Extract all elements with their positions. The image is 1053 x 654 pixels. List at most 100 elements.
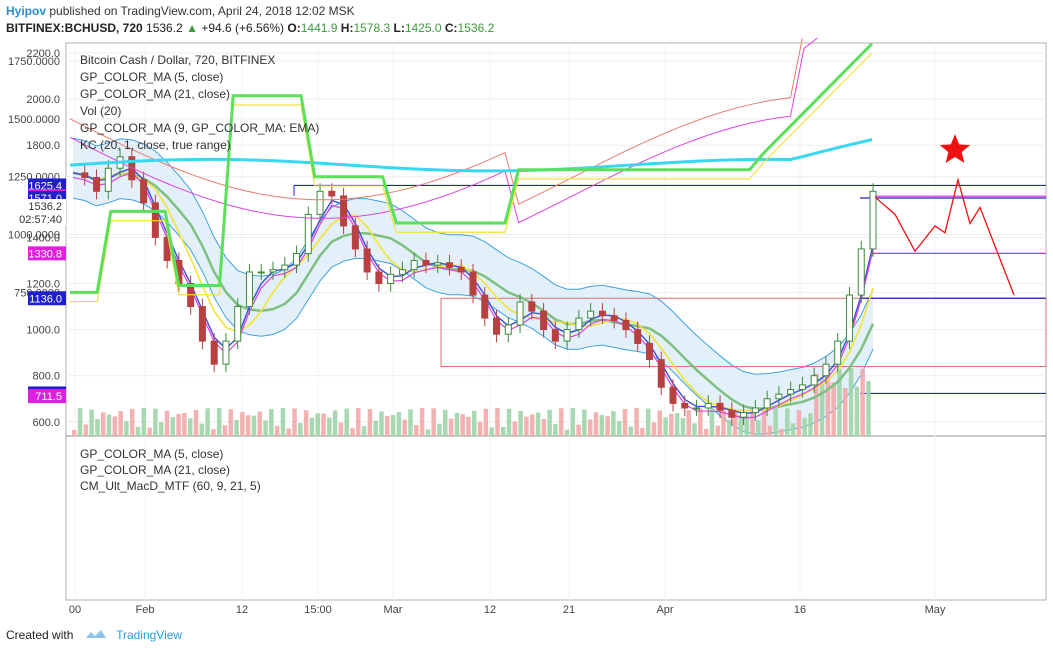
volume-bar [257,411,263,436]
publish-info: published on TradingView.com, April 24, … [49,4,355,18]
tradingview-logo-icon [85,630,106,638]
candle-body [328,190,336,197]
candle-body [422,259,430,266]
volume-bar [814,373,819,436]
volume-bar [361,426,367,436]
candle-body [269,269,277,273]
volume-bar [269,409,274,436]
volume-bar [367,409,373,436]
volume-bar [437,423,442,436]
time-tick-label: May [925,604,946,616]
volume-bar [570,408,576,436]
symbol-label: BITFINEX:BCHUSD, 720 [6,21,143,35]
candle-body [257,271,265,274]
volume-bar [234,419,239,436]
volume-bar [211,429,216,436]
volume-bar [599,414,605,436]
candle-body [493,317,501,335]
volume-bar [477,421,483,436]
volume-bar [779,428,784,436]
volume-bar [680,418,686,436]
chart-area[interactable]: Bitcoin Cash / Dollar, 720, BITFINEX GP_C… [0,0,1053,623]
candle-body [763,398,771,409]
volume-bar [245,415,251,436]
volume-bar [158,422,164,436]
candle-body [410,259,418,271]
volume-bar [535,412,541,436]
volume-bar [837,368,842,436]
candle-body [504,324,512,335]
volume-bar [396,412,402,436]
volume-bar [292,408,297,436]
candle-body [93,176,101,192]
volume-bar [373,420,378,436]
volume-bar [564,429,570,436]
volume-bar [773,408,778,436]
volume-bar [616,421,622,436]
volume-bar [402,419,407,436]
price-tag-label: 711.5 [35,391,62,403]
open-value: 1441.9 [300,21,338,35]
close-value: 1536.2 [457,21,495,35]
macd-legend-item: CM_Ult_MacD_MTF (60, 9, 21, 5) [80,479,261,493]
price-chart[interactable]: Bitcoin Cash / Dollar, 720, BITFINEX GP_C… [0,0,1053,623]
volume-bar [77,408,83,436]
volume-bar [802,418,807,436]
price-tick-label: 2000.0 [26,94,60,106]
volume-bar [651,422,657,436]
candle-body [387,273,395,284]
volume-bar [843,387,848,436]
low-label: L: [393,21,405,35]
volume-bar [541,418,547,436]
candle-body [716,402,724,411]
volume-bar [715,425,720,436]
candle-body [304,213,312,255]
macd-signal-line [70,52,873,303]
volume-bar [176,413,181,436]
price-tag-label: 02:57:40 [19,214,62,226]
volume-bar [95,419,100,436]
candle-body [245,271,253,308]
last-price: 1536.2 [146,21,183,35]
volume-bar [472,410,477,436]
volume-bar [72,430,77,436]
volume-bar [587,419,593,436]
price-tick-label: 1400.0 [26,232,60,244]
candle-body [293,253,301,266]
volume-bar [332,410,338,436]
triangle-up-icon: ▲ [186,21,198,35]
volume-bar [518,410,523,436]
volume-bar [611,411,616,436]
volume-bar [83,424,89,436]
volume-bar [309,417,315,436]
volume-bar [431,408,436,436]
volume-bar [738,415,744,436]
price-tag-label: 1330.8 [28,248,62,260]
candle-body [775,393,783,400]
volume-bar [709,408,715,436]
macd-tick-label: 1000.0000 [8,230,60,242]
tradingview-brand[interactable]: TradingView [116,628,183,642]
volume-bar [414,424,419,436]
volume-bar [350,428,355,436]
volume-bar [89,409,94,436]
keltner-upper-line [72,137,874,375]
candle-body [751,407,759,414]
volume-bar [240,411,245,436]
volume-bar [193,409,199,436]
candle-body [445,262,453,268]
volume-bar [831,382,836,436]
candle-body [198,306,206,342]
candle-body [810,375,818,386]
volume-bar [721,409,726,436]
volume-bar [756,420,761,436]
volume-bar [483,408,489,436]
author-name[interactable]: Hyipov [6,4,47,18]
volume-bar [785,408,790,436]
candle-body [787,389,795,395]
candle-body [622,319,630,331]
volume-bar [819,377,825,436]
candle-body [657,359,665,388]
candle-body [645,342,653,361]
price-tag [28,389,66,404]
